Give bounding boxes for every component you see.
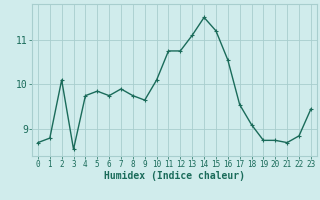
X-axis label: Humidex (Indice chaleur): Humidex (Indice chaleur) [104,171,245,181]
